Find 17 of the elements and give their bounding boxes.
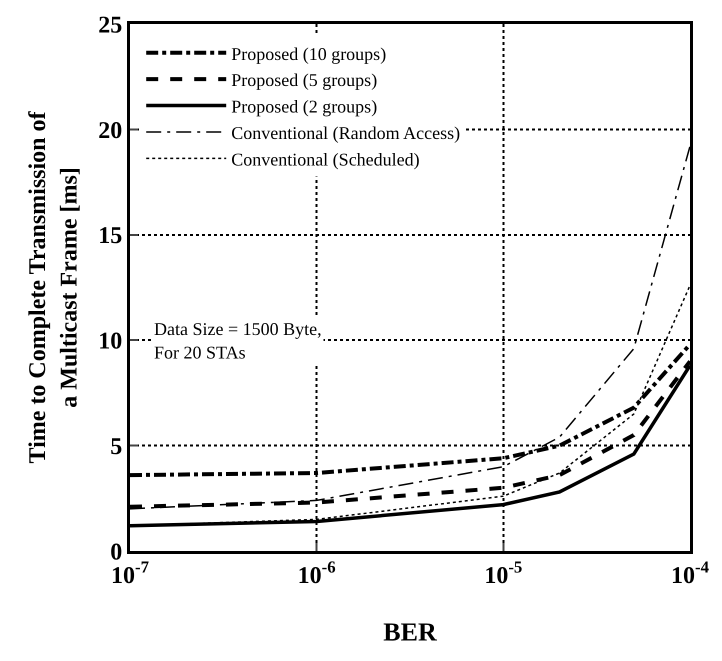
x-tick-label: 10$^{-4}$ bbox=[671, 558, 710, 589]
y-tick-label: 5 bbox=[110, 434, 122, 460]
y-tick-label: 0 bbox=[110, 539, 122, 566]
legend-label: Conventional (Random Access) bbox=[231, 122, 460, 143]
legend-label: Proposed (5 groups) bbox=[231, 70, 378, 90]
y-tick-label: 10 bbox=[98, 328, 122, 355]
legend-label: Proposed (2 groups) bbox=[231, 96, 378, 117]
y-tick-label: 15 bbox=[98, 223, 122, 250]
x-axis-title: BER bbox=[383, 618, 437, 646]
annotation: Data Size = 1500 Byte, For 20 STAs bbox=[154, 319, 322, 362]
legend-label: Conventional (Scheduled) bbox=[231, 149, 420, 170]
x-tick-label: 10$^{-5}$ bbox=[484, 558, 522, 589]
x-tick-label: 10$^{-6}$ bbox=[298, 558, 336, 589]
y-axis-title: Time to Complete Transmission of a Multicast Frame [ms] bbox=[25, 110, 82, 464]
legend-label: Proposed (10 groups) bbox=[231, 44, 386, 64]
y-tick-label: 25 bbox=[98, 12, 122, 38]
y-tick-label: 20 bbox=[98, 118, 122, 144]
